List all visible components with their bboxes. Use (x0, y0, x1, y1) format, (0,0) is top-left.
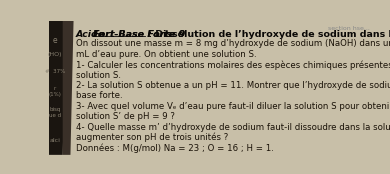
Text: Fort-Base Forte 9: Fort-Base Forte 9 (93, 30, 185, 39)
Text: (HO): (HO) (48, 52, 62, 57)
Text: solution S’ de pH = 9 ?: solution S’ de pH = 9 ? (76, 112, 175, 121)
Polygon shape (63, 21, 74, 155)
Text: alci: alci (50, 139, 60, 144)
Text: Fort-Base Forte 9: Fort-Base Forte 9 (93, 30, 185, 39)
Text: : Dissolution de l’hydroxyde de sodium dans l’eau: : Dissolution de l’hydroxyde de sodium d… (145, 30, 390, 39)
Text: e: e (53, 36, 57, 45)
Text: 3- Avec quel volume Vₑ d’eau pure faut-il diluer la solution S pour obtenir une: 3- Avec quel volume Vₑ d’eau pure faut-i… (76, 102, 390, 111)
Text: bisq
ue d: bisq ue d (49, 107, 61, 118)
Text: On dissout une masse m = 8 mg d’hydroxyde de sodium (NaOH) dans un volume V = 20: On dissout une masse m = 8 mg d’hydroxyd… (76, 39, 390, 48)
Text: solution S.: solution S. (76, 70, 121, 80)
Text: base forte.: base forte. (76, 91, 122, 100)
Text: Acide: Acide (76, 30, 108, 39)
Text: mL d’eau pure. On obtient une solution S.: mL d’eau pure. On obtient une solution S… (76, 50, 257, 59)
Text: 4- Quelle masse m’ d’hydroxyde de sodium faut-il dissoudre dans la solution S’ p: 4- Quelle masse m’ d’hydroxyde de sodium… (76, 122, 390, 132)
Text: section hse...: section hse... (328, 26, 370, 30)
Text: #  37%: # 37% (45, 69, 65, 74)
Text: 2- La solution S obtenue a un pH = 11. Montrer que l’hydroxyde de sodium est une: 2- La solution S obtenue a un pH = 11. M… (76, 81, 390, 90)
Text: 1- Calculer les concentrations molaires des espèces chimiques présentes dans la: 1- Calculer les concentrations molaires … (76, 60, 390, 70)
Text: augmenter son pH de trois unités ?: augmenter son pH de trois unités ? (76, 133, 228, 142)
Polygon shape (49, 21, 66, 155)
Text: Données : M(g/mol) Na = 23 ; O = 16 ; H = 1.: Données : M(g/mol) Na = 23 ; O = 16 ; H … (76, 143, 274, 153)
Text: r
(1%): r (1%) (48, 86, 61, 97)
